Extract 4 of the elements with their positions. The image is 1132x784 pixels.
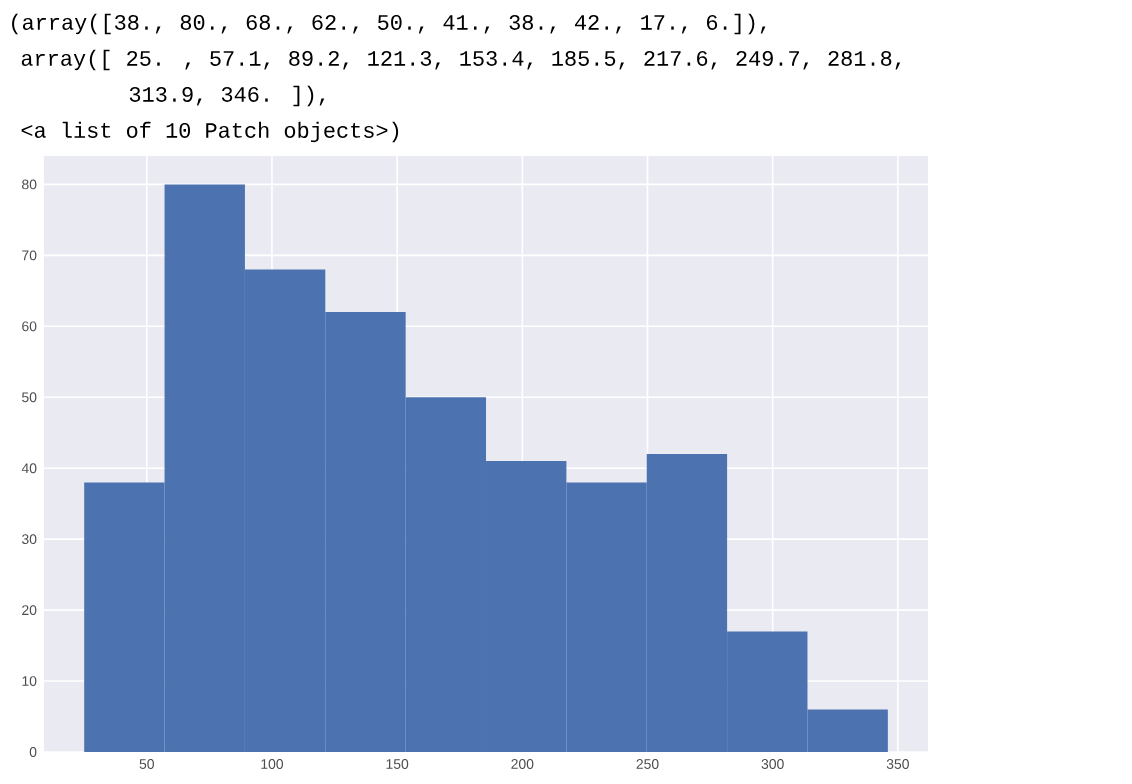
text: (array([38., 80., 68., 62., 50., 41., 38., 42., 17., 6.]), — [12, 13, 766, 35]
text: array([ 25. , 57.1, 89.2, 121.3, 153.4, 185.5, 217.6, 249.7, 281.8, — [21, 49, 901, 71]
text: 313.9, 346. ]), — [129, 85, 325, 107]
text: <a list of 10 Patch objects>) — [21, 121, 399, 143]
